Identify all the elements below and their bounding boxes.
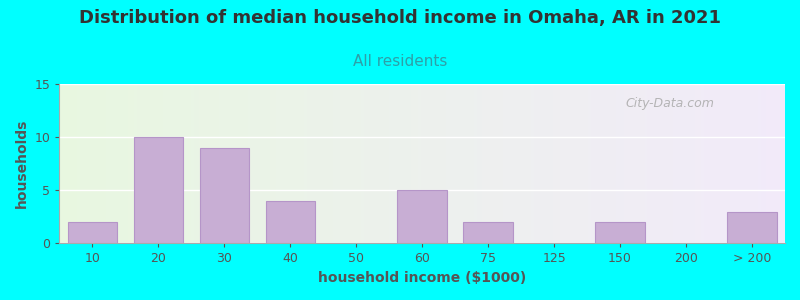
- Bar: [398, 190, 447, 243]
- Bar: [68, 222, 117, 243]
- Y-axis label: households: households: [15, 119, 29, 208]
- Bar: [134, 137, 183, 243]
- X-axis label: household income ($1000): household income ($1000): [318, 271, 526, 285]
- Text: City-Data.com: City-Data.com: [626, 97, 714, 110]
- Text: All residents: All residents: [353, 54, 447, 69]
- Bar: [463, 222, 513, 243]
- Bar: [727, 212, 777, 243]
- Text: Distribution of median household income in Omaha, AR in 2021: Distribution of median household income …: [79, 9, 721, 27]
- Bar: [200, 148, 249, 243]
- Bar: [595, 222, 645, 243]
- Bar: [266, 201, 315, 243]
